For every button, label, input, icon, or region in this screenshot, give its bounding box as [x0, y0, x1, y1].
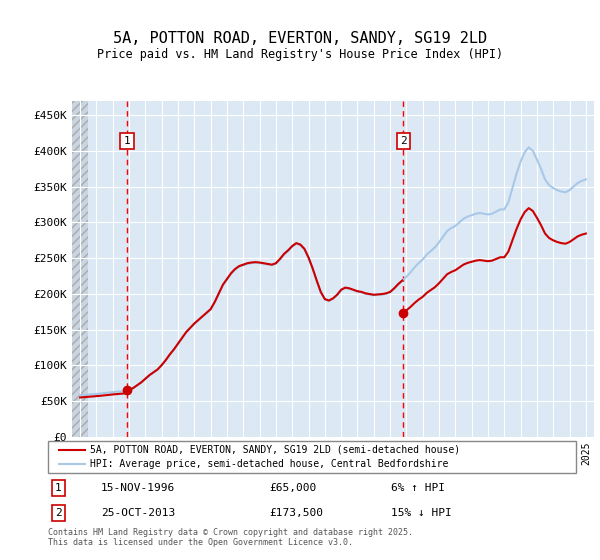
Text: 15% ↓ HPI: 15% ↓ HPI [391, 508, 452, 518]
Text: 2: 2 [400, 136, 407, 146]
Text: 1: 1 [124, 136, 131, 146]
FancyBboxPatch shape [48, 441, 576, 473]
Text: £173,500: £173,500 [270, 508, 324, 518]
Text: 5A, POTTON ROAD, EVERTON, SANDY, SG19 2LD: 5A, POTTON ROAD, EVERTON, SANDY, SG19 2L… [113, 31, 487, 46]
Text: 2: 2 [55, 508, 62, 518]
Text: 15-NOV-1996: 15-NOV-1996 [101, 483, 175, 493]
Text: 1: 1 [55, 483, 62, 493]
Text: HPI: Average price, semi-detached house, Central Bedfordshire: HPI: Average price, semi-detached house,… [90, 459, 449, 469]
Bar [72, 101, 88, 437]
Text: £65,000: £65,000 [270, 483, 317, 493]
Text: Contains HM Land Registry data © Crown copyright and database right 2025.
This d: Contains HM Land Registry data © Crown c… [48, 528, 413, 547]
Text: 5A, POTTON ROAD, EVERTON, SANDY, SG19 2LD (semi-detached house): 5A, POTTON ROAD, EVERTON, SANDY, SG19 2L… [90, 445, 460, 455]
Text: Price paid vs. HM Land Registry's House Price Index (HPI): Price paid vs. HM Land Registry's House … [97, 48, 503, 60]
Text: 6% ↑ HPI: 6% ↑ HPI [391, 483, 445, 493]
Text: 25-OCT-2013: 25-OCT-2013 [101, 508, 175, 518]
